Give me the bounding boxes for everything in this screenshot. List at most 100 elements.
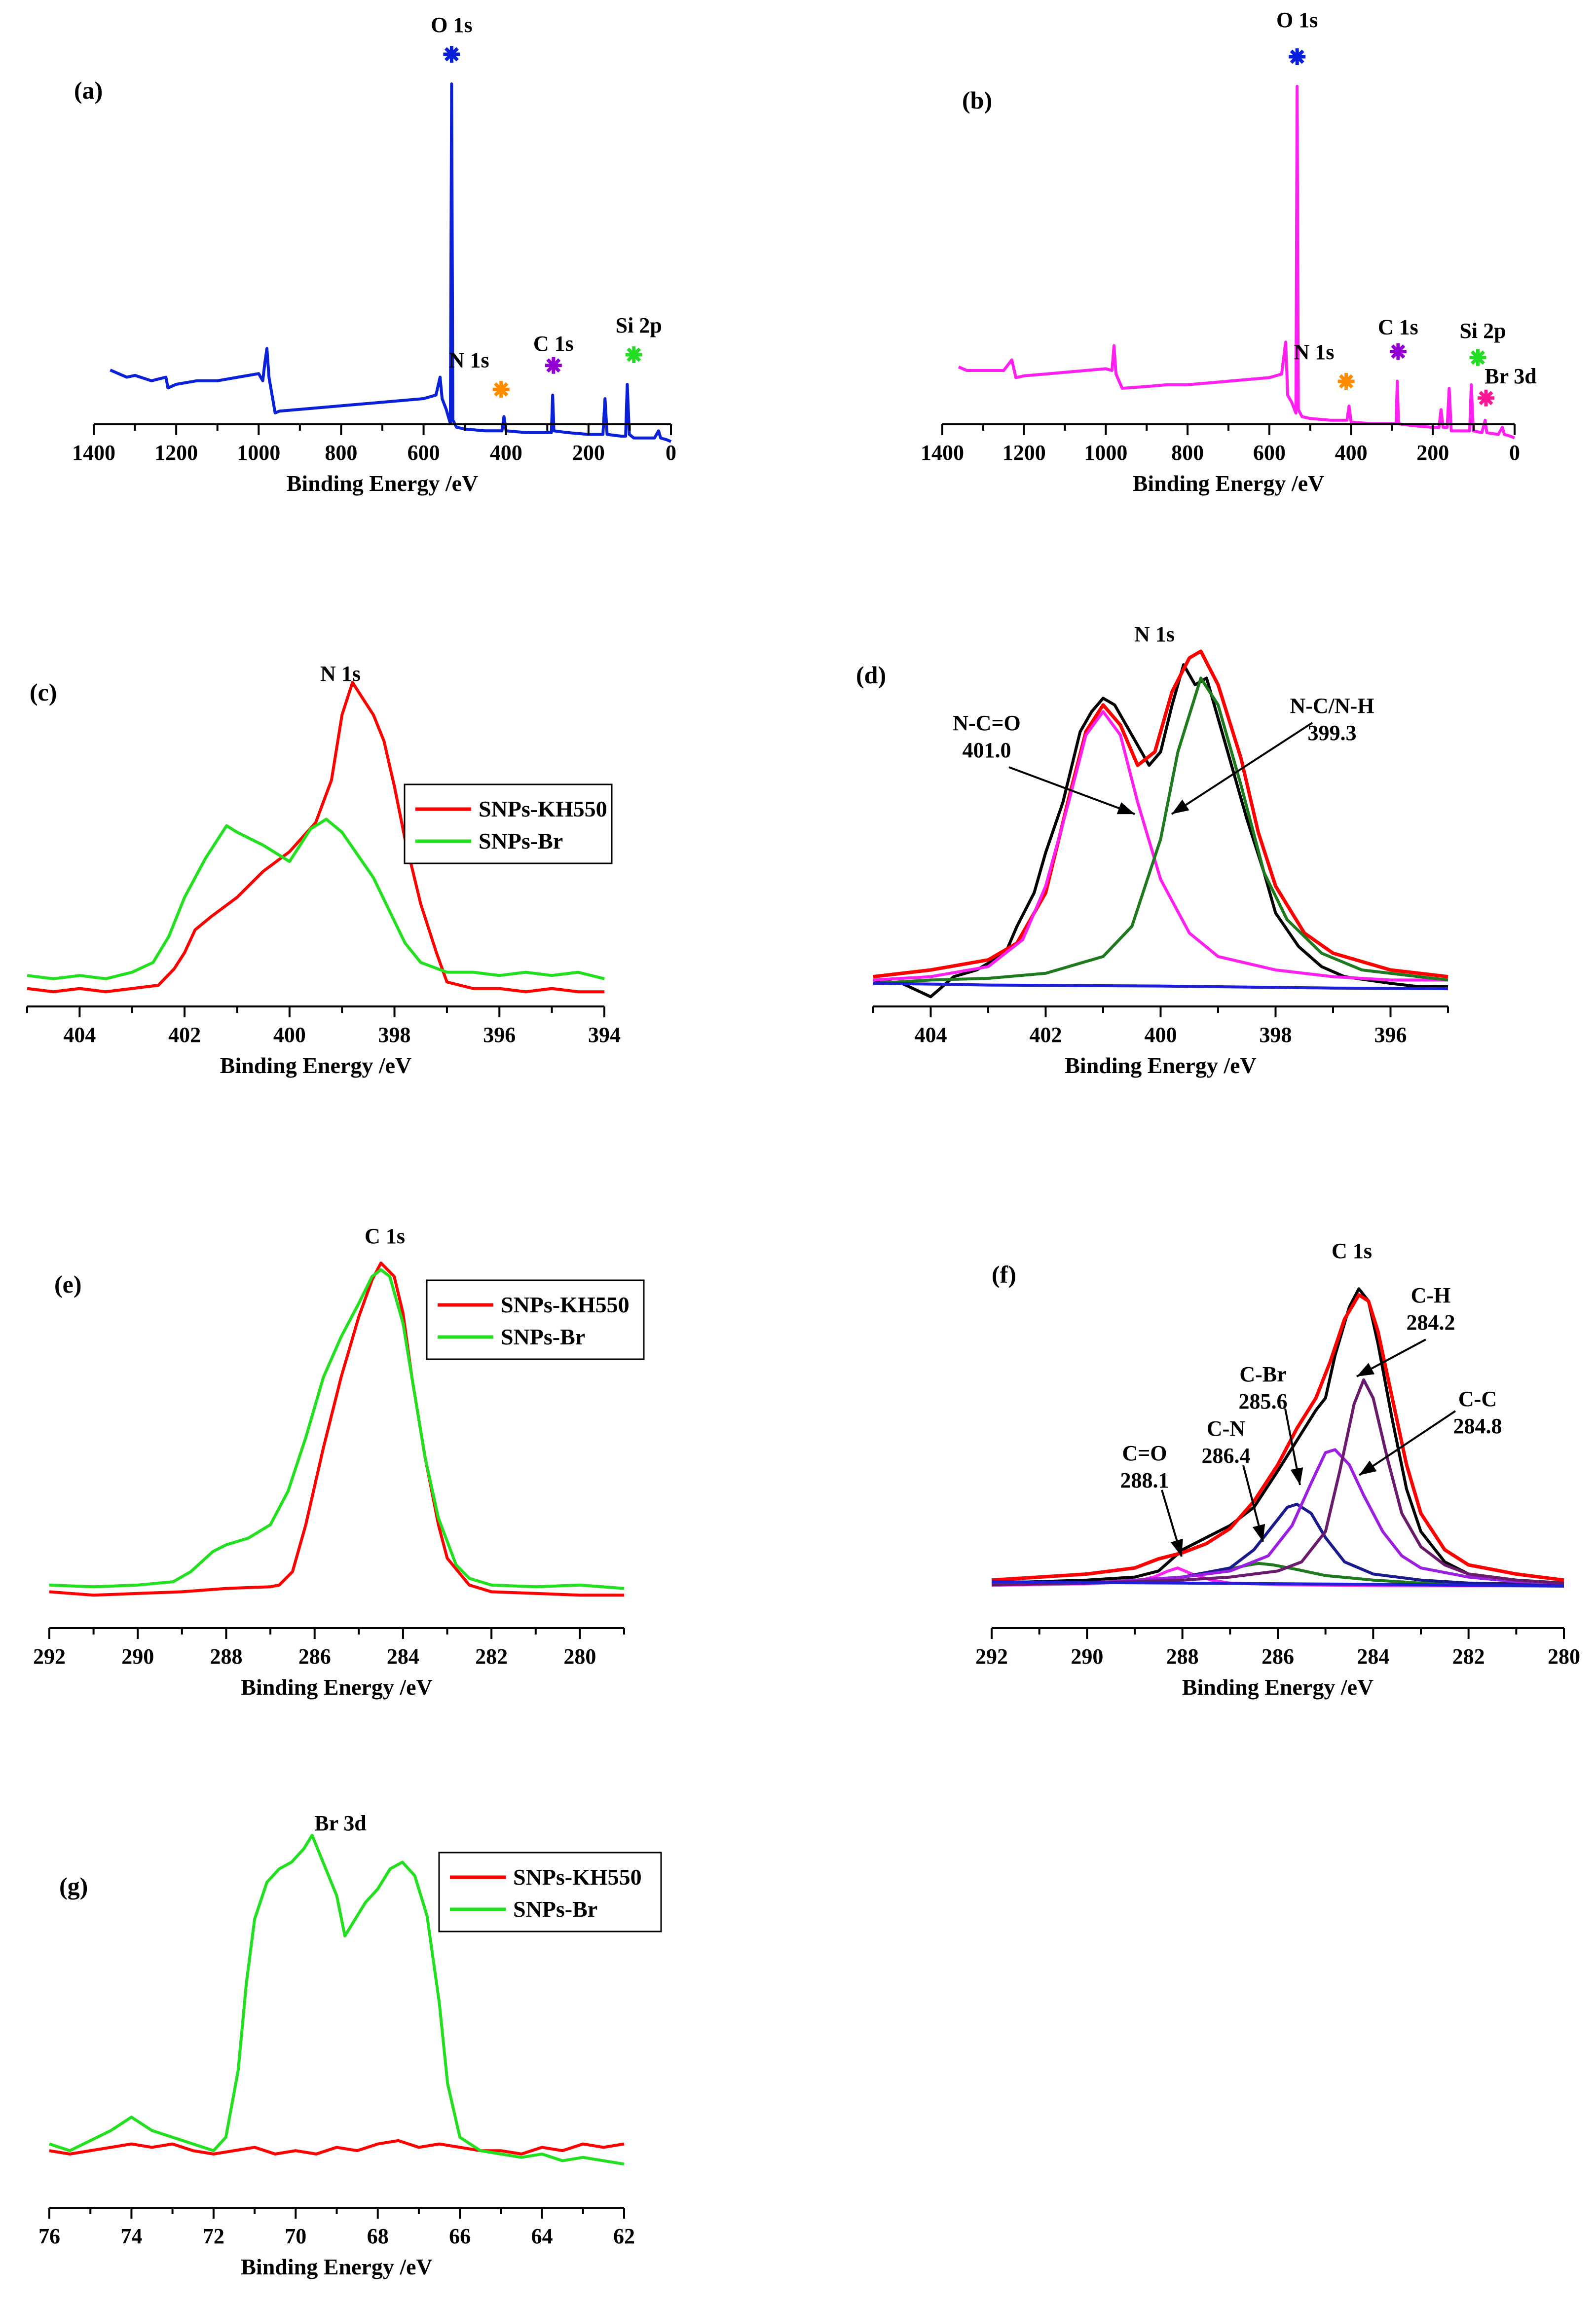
x-tick-label: 1400 — [921, 441, 964, 465]
legend-box — [426, 1279, 645, 1360]
component-value: 399.3 — [1308, 721, 1357, 745]
peak-marker-asterisk-icon — [1389, 343, 1407, 360]
panel-label: (d) — [856, 661, 886, 689]
panel-title: N 1s — [1134, 622, 1175, 646]
peak-marker-asterisk-icon — [1469, 349, 1486, 366]
x-tick-label: 800 — [1171, 441, 1204, 465]
legend: SNPs-KH550 SNPs-Br — [404, 783, 613, 864]
component-label: C-N — [1207, 1416, 1245, 1441]
x-tick-label: 600 — [408, 441, 440, 465]
peak-annotation-label: Si 2p — [1459, 319, 1506, 343]
annotation-arrow-head — [1359, 1460, 1377, 1475]
x-axis-label: Binding Energy /eV — [241, 1674, 433, 1700]
x-tick-label: 288 — [210, 1644, 242, 1669]
x-tick-label: 398 — [378, 1023, 411, 1047]
peak-marker-asterisk-icon — [443, 46, 460, 63]
peak-annotation-label: N 1s — [1294, 340, 1335, 364]
panel-b: (b) 1400 1200 1000 800 600 400 200 0 Binding Ener… — [921, 8, 1537, 496]
component-value: 284.8 — [1453, 1414, 1502, 1438]
x-tick-label: 0 — [1509, 441, 1520, 465]
component-label: C-H — [1411, 1283, 1451, 1307]
panel-f: (f) 292 290 288 286 284 282 280 Binding Energy /… — [975, 1239, 1580, 1700]
legend: SNPs-KH550 SNPs-Br — [426, 1279, 645, 1360]
panel-label: (b) — [962, 86, 992, 114]
series-line-survey — [110, 82, 672, 443]
x-tick-label: 284 — [1357, 1644, 1389, 1669]
x-tick-label: 400 — [273, 1023, 306, 1047]
legend-entry-label: SNPs-Br — [501, 1324, 585, 1349]
panel-title: Br 3d — [314, 1811, 367, 1835]
x-axis-label: Binding Energy /eV — [1133, 471, 1325, 496]
x-tick-label: 72 — [203, 2224, 224, 2248]
x-axis-label: Binding Energy /eV — [241, 2254, 433, 2279]
x-tick-label: 1000 — [237, 441, 280, 465]
x-tick-label: 394 — [588, 1023, 621, 1047]
x-tick-label: 292 — [33, 1644, 66, 1669]
annotation-arrow-line — [1008, 766, 1135, 815]
peak-marker-asterisk-icon — [625, 346, 642, 363]
x-tick-label: 290 — [1071, 1644, 1103, 1669]
series-line-n-c-o — [873, 710, 1448, 982]
panel-title: N 1s — [320, 662, 361, 686]
x-tick-label: 68 — [367, 2224, 389, 2248]
panel-a: (a) 1400 1200 1000 800 600 400 200 0 Binding Ener… — [72, 13, 676, 496]
legend-entry-label: SNPs-Br — [479, 828, 563, 854]
annotation-arrow-head — [1116, 802, 1135, 815]
component-value: 401.0 — [963, 738, 1011, 762]
x-tick-label: 200 — [572, 441, 605, 465]
x-tick-label: 600 — [1253, 441, 1286, 465]
panel-title: C 1s — [365, 1224, 405, 1248]
x-tick-label: 0 — [666, 441, 676, 465]
component-label: C=O — [1122, 1441, 1167, 1465]
panel-label: (e) — [54, 1270, 82, 1298]
x-tick-label: 286 — [1262, 1644, 1294, 1669]
peak-annotation-label: O 1s — [431, 13, 472, 37]
legend: SNPs-KH550 SNPs-Br — [438, 1852, 662, 1932]
series-line-survey — [958, 85, 1516, 440]
x-tick-label: 290 — [121, 1644, 154, 1669]
peak-annotation-label: N 1s — [449, 348, 489, 372]
component-label: N-C=O — [953, 711, 1021, 735]
x-tick-label: 62 — [613, 2224, 635, 2248]
peak-annotation-label: C 1s — [533, 332, 574, 356]
x-tick-label: 400 — [1335, 441, 1368, 465]
legend-entry-label: SNPs-KH550 — [479, 796, 607, 821]
annotation-arrow-head — [1252, 1524, 1265, 1542]
component-label: C-Br — [1239, 1362, 1286, 1386]
peak-annotation-label: O 1s — [1276, 8, 1318, 32]
x-tick-label: 64 — [531, 2224, 553, 2248]
panel-label: (a) — [74, 76, 103, 104]
component-value: 288.1 — [1120, 1468, 1169, 1492]
annotation-arrow-head — [1170, 1538, 1183, 1557]
series-line-snps-br — [49, 1834, 625, 2166]
x-tick-label: 76 — [38, 2224, 60, 2248]
series-line-c-c — [991, 1448, 1564, 1586]
series-line-n-c-n-h — [873, 676, 1448, 985]
x-tick-label: 1200 — [154, 441, 198, 465]
x-tick-label: 1000 — [1084, 441, 1127, 465]
x-tick-label: 280 — [1548, 1644, 1580, 1669]
x-axis-label: Binding Energy /eV — [1065, 1053, 1257, 1078]
legend-entry-label: SNPs-KH550 — [513, 1864, 642, 1890]
x-tick-label: 396 — [483, 1023, 516, 1047]
series-line-snps-br — [27, 818, 605, 980]
x-tick-label: 282 — [475, 1644, 508, 1669]
x-tick-label: 404 — [915, 1023, 947, 1047]
legend-box — [438, 1852, 662, 1932]
x-tick-label: 66 — [449, 2224, 471, 2248]
x-tick-label: 402 — [168, 1023, 201, 1047]
annotation-arrow-head — [1290, 1467, 1303, 1485]
series-line-snps-kh550 — [27, 681, 604, 994]
panel-label: (c) — [30, 678, 57, 706]
x-tick-label: 70 — [285, 2224, 306, 2248]
panel-e: (e) 292 290 288 286 284 282 280 Binding Energy /… — [33, 1224, 645, 1700]
peak-marker-asterisk-icon — [1337, 373, 1355, 390]
x-tick-label: 288 — [1166, 1644, 1199, 1669]
legend-entry-label: SNPs-Br — [513, 1896, 597, 1922]
annotation-arrow-line — [1358, 1410, 1456, 1476]
series-line-c-h — [991, 1378, 1564, 1586]
x-tick-label: 280 — [563, 1644, 596, 1669]
x-tick-label: 292 — [975, 1644, 1008, 1669]
series-line-raw — [991, 1287, 1564, 1585]
